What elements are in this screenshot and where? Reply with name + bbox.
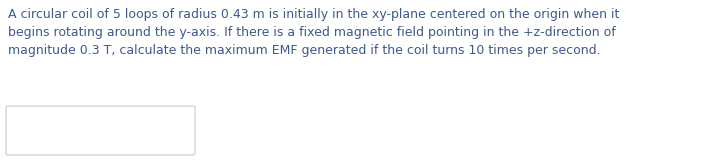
Text: magnitude 0.3 T, calculate the maximum EMF generated if the coil turns 10 times : magnitude 0.3 T, calculate the maximum E… — [8, 44, 601, 57]
FancyBboxPatch shape — [6, 106, 195, 155]
Text: A circular coil of 5 loops of radius 0.43 m is initially in the xy-plane centere: A circular coil of 5 loops of radius 0.4… — [8, 8, 620, 21]
Text: begins rotating around the y-axis. If there is a fixed magnetic field pointing i: begins rotating around the y-axis. If th… — [8, 26, 615, 39]
